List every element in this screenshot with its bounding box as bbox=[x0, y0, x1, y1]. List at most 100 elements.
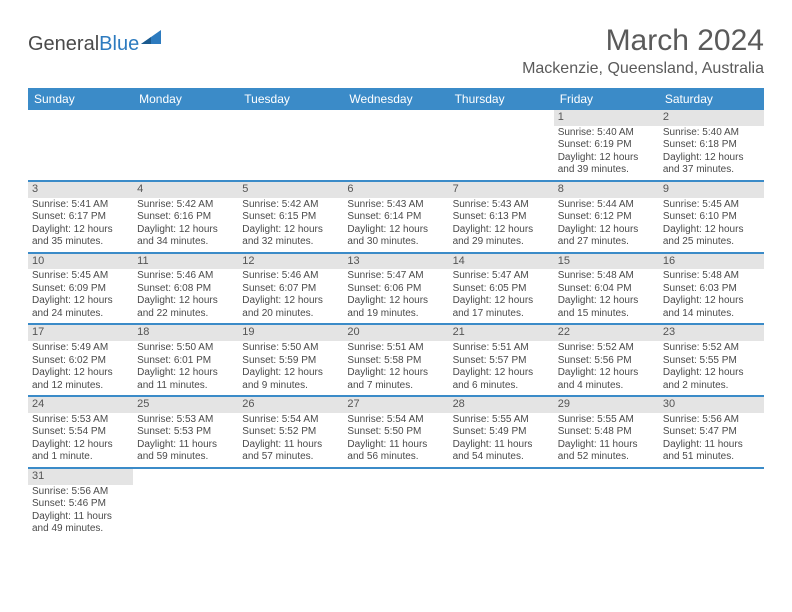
daylight-text: Daylight: 12 hours and 6 minutes. bbox=[453, 367, 550, 392]
sunrise-text: Sunrise: 5:54 AM bbox=[242, 414, 339, 427]
day-number: 12 bbox=[238, 254, 343, 270]
logo: GeneralBlue bbox=[28, 30, 167, 58]
day-cell: 11Sunrise: 5:46 AMSunset: 6:08 PMDayligh… bbox=[133, 254, 238, 324]
sunset-text: Sunset: 6:14 PM bbox=[347, 211, 444, 224]
day-content: Sunrise: 5:45 AMSunset: 6:10 PMDaylight:… bbox=[659, 198, 764, 252]
daylight-text: Daylight: 12 hours and 19 minutes. bbox=[347, 295, 444, 320]
day-content: Sunrise: 5:52 AMSunset: 5:55 PMDaylight:… bbox=[659, 341, 764, 395]
day-number: 26 bbox=[238, 397, 343, 413]
week-row: 24Sunrise: 5:53 AMSunset: 5:54 PMDayligh… bbox=[28, 397, 764, 469]
day-content: Sunrise: 5:46 AMSunset: 6:08 PMDaylight:… bbox=[133, 269, 238, 323]
day-content: Sunrise: 5:45 AMSunset: 6:09 PMDaylight:… bbox=[28, 269, 133, 323]
day-content: Sunrise: 5:46 AMSunset: 6:07 PMDaylight:… bbox=[238, 269, 343, 323]
day-content: Sunrise: 5:50 AMSunset: 5:59 PMDaylight:… bbox=[238, 341, 343, 395]
day-cell: 1Sunrise: 5:40 AMSunset: 6:19 PMDaylight… bbox=[554, 110, 659, 180]
day-number: 17 bbox=[28, 325, 133, 341]
sunset-text: Sunset: 5:48 PM bbox=[558, 426, 655, 439]
day-number: 25 bbox=[133, 397, 238, 413]
weekday-header: Saturday bbox=[659, 88, 764, 110]
day-cell: 3Sunrise: 5:41 AMSunset: 6:17 PMDaylight… bbox=[28, 182, 133, 252]
sunrise-text: Sunrise: 5:45 AM bbox=[663, 199, 760, 212]
daylight-text: Daylight: 12 hours and 7 minutes. bbox=[347, 367, 444, 392]
day-number: 5 bbox=[238, 182, 343, 198]
daylight-text: Daylight: 12 hours and 34 minutes. bbox=[137, 224, 234, 249]
day-cell: 4Sunrise: 5:42 AMSunset: 6:16 PMDaylight… bbox=[133, 182, 238, 252]
day-content: Sunrise: 5:50 AMSunset: 6:01 PMDaylight:… bbox=[133, 341, 238, 395]
day-cell: 10Sunrise: 5:45 AMSunset: 6:09 PMDayligh… bbox=[28, 254, 133, 324]
day-content: Sunrise: 5:52 AMSunset: 5:56 PMDaylight:… bbox=[554, 341, 659, 395]
sunrise-text: Sunrise: 5:51 AM bbox=[453, 342, 550, 355]
day-number: 30 bbox=[659, 397, 764, 413]
day-number: 13 bbox=[343, 254, 448, 270]
week-row: 31Sunrise: 5:56 AMSunset: 5:46 PMDayligh… bbox=[28, 469, 764, 539]
daylight-text: Daylight: 11 hours and 56 minutes. bbox=[347, 439, 444, 464]
daylight-text: Daylight: 11 hours and 59 minutes. bbox=[137, 439, 234, 464]
calendar: SundayMondayTuesdayWednesdayThursdayFrid… bbox=[28, 88, 764, 539]
daylight-text: Daylight: 12 hours and 4 minutes. bbox=[558, 367, 655, 392]
daylight-text: Daylight: 12 hours and 39 minutes. bbox=[558, 152, 655, 177]
day-cell: 8Sunrise: 5:44 AMSunset: 6:12 PMDaylight… bbox=[554, 182, 659, 252]
day-cell: 23Sunrise: 5:52 AMSunset: 5:55 PMDayligh… bbox=[659, 325, 764, 395]
day-content: Sunrise: 5:48 AMSunset: 6:03 PMDaylight:… bbox=[659, 269, 764, 323]
sunrise-text: Sunrise: 5:43 AM bbox=[347, 199, 444, 212]
sunrise-text: Sunrise: 5:43 AM bbox=[453, 199, 550, 212]
day-cell: 27Sunrise: 5:54 AMSunset: 5:50 PMDayligh… bbox=[343, 397, 448, 467]
day-number: 21 bbox=[449, 325, 554, 341]
day-number: 2 bbox=[659, 110, 764, 126]
logo-text-blue: Blue bbox=[99, 33, 139, 56]
day-number: 10 bbox=[28, 254, 133, 270]
daylight-text: Daylight: 12 hours and 12 minutes. bbox=[32, 367, 129, 392]
sunrise-text: Sunrise: 5:53 AM bbox=[32, 414, 129, 427]
day-content: Sunrise: 5:43 AMSunset: 6:13 PMDaylight:… bbox=[449, 198, 554, 252]
sunrise-text: Sunrise: 5:52 AM bbox=[558, 342, 655, 355]
day-number: 24 bbox=[28, 397, 133, 413]
empty-day-cell bbox=[659, 469, 764, 539]
day-content: Sunrise: 5:53 AMSunset: 5:53 PMDaylight:… bbox=[133, 413, 238, 467]
sunrise-text: Sunrise: 5:42 AM bbox=[242, 199, 339, 212]
logo-flag-icon bbox=[141, 30, 167, 48]
day-number: 14 bbox=[449, 254, 554, 270]
day-content: Sunrise: 5:47 AMSunset: 6:06 PMDaylight:… bbox=[343, 269, 448, 323]
day-cell: 18Sunrise: 5:50 AMSunset: 6:01 PMDayligh… bbox=[133, 325, 238, 395]
sunset-text: Sunset: 5:55 PM bbox=[663, 355, 760, 368]
day-cell: 5Sunrise: 5:42 AMSunset: 6:15 PMDaylight… bbox=[238, 182, 343, 252]
day-number: 23 bbox=[659, 325, 764, 341]
day-content: Sunrise: 5:54 AMSunset: 5:50 PMDaylight:… bbox=[343, 413, 448, 467]
sunrise-text: Sunrise: 5:47 AM bbox=[453, 270, 550, 283]
sunrise-text: Sunrise: 5:56 AM bbox=[663, 414, 760, 427]
day-number: 22 bbox=[554, 325, 659, 341]
day-cell: 2Sunrise: 5:40 AMSunset: 6:18 PMDaylight… bbox=[659, 110, 764, 180]
daylight-text: Daylight: 12 hours and 29 minutes. bbox=[453, 224, 550, 249]
sunrise-text: Sunrise: 5:53 AM bbox=[137, 414, 234, 427]
sunset-text: Sunset: 6:15 PM bbox=[242, 211, 339, 224]
day-content: Sunrise: 5:55 AMSunset: 5:49 PMDaylight:… bbox=[449, 413, 554, 467]
daylight-text: Daylight: 11 hours and 54 minutes. bbox=[453, 439, 550, 464]
day-cell: 22Sunrise: 5:52 AMSunset: 5:56 PMDayligh… bbox=[554, 325, 659, 395]
day-number: 6 bbox=[343, 182, 448, 198]
sunset-text: Sunset: 5:47 PM bbox=[663, 426, 760, 439]
day-number: 19 bbox=[238, 325, 343, 341]
daylight-text: Daylight: 11 hours and 51 minutes. bbox=[663, 439, 760, 464]
sunset-text: Sunset: 6:07 PM bbox=[242, 283, 339, 296]
daylight-text: Daylight: 12 hours and 35 minutes. bbox=[32, 224, 129, 249]
day-cell: 30Sunrise: 5:56 AMSunset: 5:47 PMDayligh… bbox=[659, 397, 764, 467]
empty-day-cell bbox=[449, 469, 554, 539]
day-content: Sunrise: 5:48 AMSunset: 6:04 PMDaylight:… bbox=[554, 269, 659, 323]
sunrise-text: Sunrise: 5:40 AM bbox=[558, 127, 655, 140]
day-number: 3 bbox=[28, 182, 133, 198]
daylight-text: Daylight: 12 hours and 17 minutes. bbox=[453, 295, 550, 320]
sunrise-text: Sunrise: 5:56 AM bbox=[32, 486, 129, 499]
sunset-text: Sunset: 6:12 PM bbox=[558, 211, 655, 224]
day-cell: 28Sunrise: 5:55 AMSunset: 5:49 PMDayligh… bbox=[449, 397, 554, 467]
sunrise-text: Sunrise: 5:45 AM bbox=[32, 270, 129, 283]
sunset-text: Sunset: 6:02 PM bbox=[32, 355, 129, 368]
daylight-text: Daylight: 12 hours and 1 minute. bbox=[32, 439, 129, 464]
day-content: Sunrise: 5:40 AMSunset: 6:19 PMDaylight:… bbox=[554, 126, 659, 180]
day-content: Sunrise: 5:44 AMSunset: 6:12 PMDaylight:… bbox=[554, 198, 659, 252]
empty-day-cell bbox=[554, 469, 659, 539]
sunrise-text: Sunrise: 5:48 AM bbox=[558, 270, 655, 283]
daylight-text: Daylight: 12 hours and 25 minutes. bbox=[663, 224, 760, 249]
day-content: Sunrise: 5:42 AMSunset: 6:16 PMDaylight:… bbox=[133, 198, 238, 252]
day-number: 1 bbox=[554, 110, 659, 126]
day-content: Sunrise: 5:42 AMSunset: 6:15 PMDaylight:… bbox=[238, 198, 343, 252]
